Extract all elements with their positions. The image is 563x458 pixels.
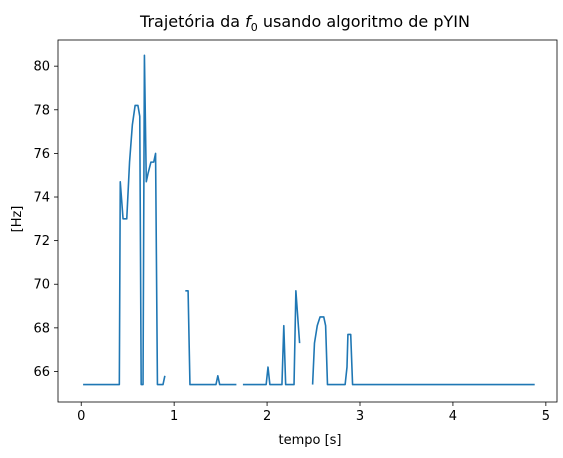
series-group <box>83 54 535 386</box>
plot-frame <box>57 39 558 403</box>
x-tick-label: 2 <box>263 409 271 424</box>
f0-line-segment <box>185 289 237 386</box>
y-axis: 66 68 70 72 74 76 78 80 <box>33 60 58 380</box>
y-tick-label: 68 <box>33 321 50 336</box>
f0-line-segment <box>311 316 535 386</box>
y-tick-label: 74 <box>33 191 50 206</box>
title-prefix: Trajetória da <box>139 12 245 31</box>
x-tick-label: 4 <box>449 409 457 424</box>
x-axis: 0 1 2 3 4 5 <box>77 402 550 424</box>
y-tick-label: 80 <box>33 60 50 75</box>
title-subscript: 0 <box>251 21 258 34</box>
y-tick-label: 70 <box>33 278 50 293</box>
y-tick-label: 78 <box>33 103 50 118</box>
y-axis-label: [Hz] <box>10 206 25 233</box>
plot-area <box>58 40 557 402</box>
y-tick-label: 72 <box>33 234 50 249</box>
f0-line-segment <box>83 54 166 386</box>
y-tick-label: 76 <box>33 147 50 162</box>
chart-title: Trajetória da f0 usando algoritmo de pYI… <box>139 12 470 34</box>
title-variable: f <box>245 12 253 31</box>
x-axis-label: tempo [s] <box>278 433 341 448</box>
x-tick-label: 3 <box>356 409 364 424</box>
title-suffix: usando algoritmo de pYIN <box>258 12 470 31</box>
y-tick-label: 66 <box>33 365 50 380</box>
x-tick-label: 5 <box>542 409 550 424</box>
x-tick-label: 0 <box>77 409 85 424</box>
x-tick-label: 1 <box>170 409 178 424</box>
f0-line-segment <box>242 289 301 386</box>
